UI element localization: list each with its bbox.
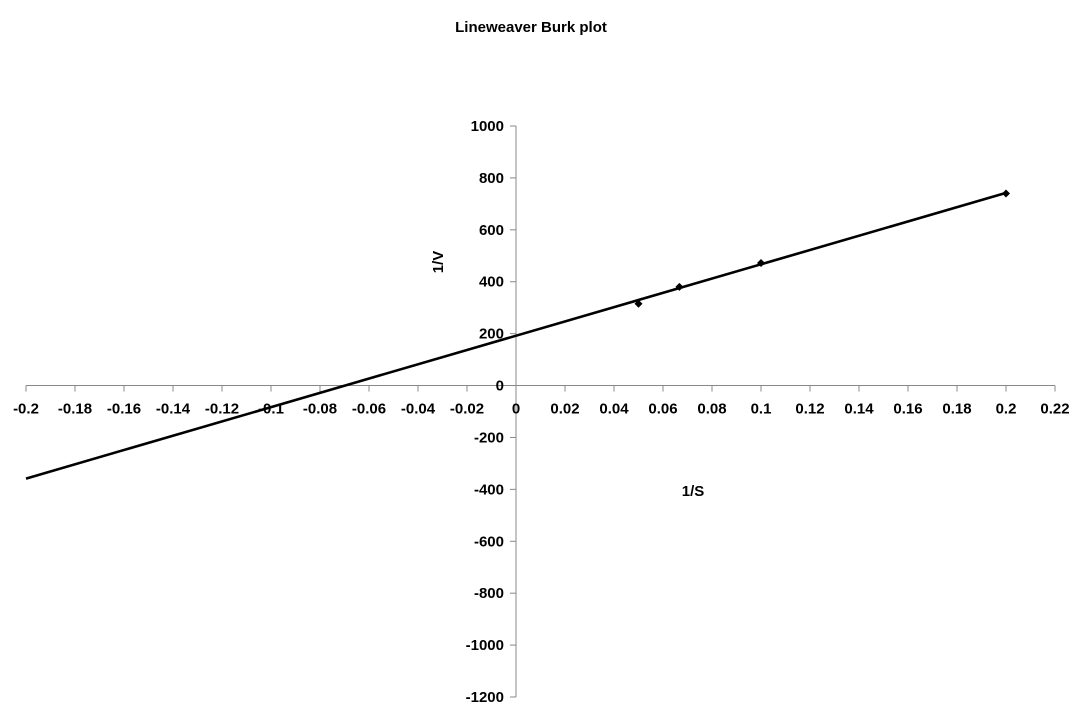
data-point — [634, 299, 643, 308]
x-tick-label: 0.16 — [893, 401, 922, 418]
x-tick-labels: -0.2 -0.18 -0.16 -0.14 -0.12 -0.1 -0.08 -0.06 -0… — [13, 401, 1070, 418]
data-points — [634, 189, 1010, 308]
y-tick-label: 1000 — [471, 118, 504, 135]
y-tick-label: -400 — [474, 481, 504, 498]
x-tick-label: -0.2 — [13, 401, 39, 418]
y-tick-label: -1000 — [466, 637, 504, 654]
x-tick-label: 0.12 — [795, 401, 824, 418]
x-tick-label: 0.14 — [844, 401, 874, 418]
x-axis-title: 1/S — [682, 483, 705, 500]
x-tick-label: 0.22 — [1040, 401, 1069, 418]
x-tick-label: -0.18 — [58, 401, 92, 418]
y-tick-label: -600 — [474, 533, 504, 550]
y-tick-label: 0 — [496, 378, 504, 395]
x-tick-label: -0.06 — [352, 401, 386, 418]
x-tick-label: -0.04 — [401, 401, 436, 418]
y-tick-label: -800 — [474, 585, 504, 602]
y-axis-title: 1/V — [430, 251, 447, 274]
y-tick-labels: -1200 -1000 -800 -600 -400 -200 0 200 400 600 800 1… — [466, 118, 504, 706]
data-point — [1002, 189, 1010, 198]
axes — [25, 125, 1056, 698]
x-tick-label: 0.1 — [751, 401, 772, 418]
trendline — [25, 191, 1007, 480]
y-tick-label: -200 — [474, 429, 504, 446]
x-tick-label: -0.16 — [107, 401, 141, 418]
y-tick-label: 600 — [479, 222, 504, 239]
x-tick-label: 0.06 — [648, 401, 677, 418]
x-tick-label: 0.18 — [942, 401, 971, 418]
x-tick-label: -0.02 — [450, 401, 484, 418]
y-tick-label: -1200 — [466, 689, 504, 706]
x-tick-label: -0.1 — [258, 401, 284, 418]
x-tick-label: -0.14 — [156, 401, 191, 418]
x-tick-label: 0.2 — [996, 401, 1017, 418]
trendline-group — [25, 191, 1007, 480]
x-tick-label: 0.08 — [697, 401, 726, 418]
x-tick-label: 0.04 — [599, 401, 629, 418]
x-tick-label: -0.08 — [303, 401, 337, 418]
data-point — [757, 259, 765, 268]
chart-title: Lineweaver Burk plot — [455, 19, 607, 36]
y-tick-label: 400 — [479, 274, 504, 291]
x-tick-label: 0 — [512, 401, 520, 418]
y-tick-label: 200 — [479, 326, 504, 343]
x-tick-label: 0.02 — [550, 401, 579, 418]
x-tick-label: -0.12 — [205, 401, 239, 418]
y-tick-label: 800 — [479, 170, 504, 187]
data-point — [675, 282, 684, 291]
